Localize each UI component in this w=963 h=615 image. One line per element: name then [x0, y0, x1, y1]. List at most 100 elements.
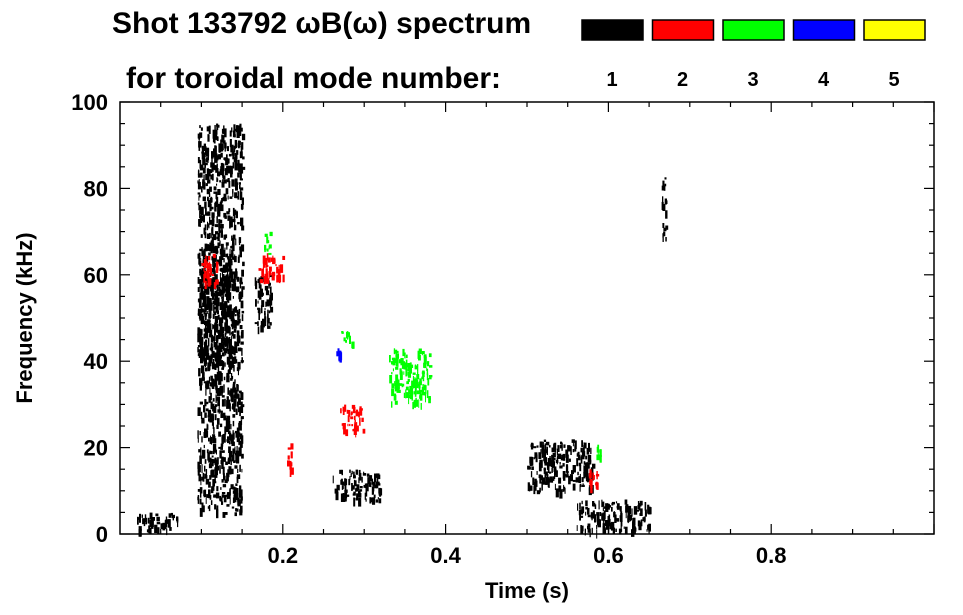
spectrum-pixel [612, 501, 615, 505]
spectrum-pixel [577, 454, 581, 461]
spectrum-pixel [342, 409, 345, 415]
spectrum-pixel [233, 487, 237, 496]
spectrum-pixel [204, 270, 207, 279]
spectrum-pixel [371, 486, 374, 495]
spectrum-pixel [625, 505, 629, 513]
spectrum-pixel [208, 252, 211, 256]
spectrum-pixel [231, 437, 234, 444]
spectrum-pixel [418, 348, 422, 355]
spectrum-pixel [589, 479, 592, 486]
spectrum-pixel [202, 286, 205, 289]
spectrum-pixel [224, 142, 227, 149]
spectrum-pixel [219, 240, 221, 246]
spectrum-pixel [421, 376, 424, 380]
spectrum-pixel [233, 124, 236, 131]
spectrum-pixel [197, 430, 199, 439]
spectrum-pixel [241, 453, 244, 459]
spectrum-pixel [587, 527, 591, 533]
spectrum-pixel [637, 501, 640, 504]
spectrum-pixel [215, 459, 219, 468]
spectrum-pixel [232, 414, 236, 418]
spectrum-pixel [577, 503, 579, 511]
spectrum-pixel [226, 372, 229, 377]
spectrum-pixel [235, 306, 238, 313]
spectrum-pixel [217, 409, 221, 413]
spectrum-pixel [201, 449, 206, 459]
spectrum-pixel [235, 211, 238, 219]
spectrum-pixel [336, 351, 339, 357]
spectrum-pixel [233, 282, 237, 292]
legend: 1 2 3 4 5 [581, 19, 926, 91]
spectrum-pixel [236, 132, 240, 138]
spectrum-pixel [395, 358, 399, 367]
mode-4-region-1 [336, 348, 343, 363]
spectrum-pixel [410, 364, 414, 368]
spectrum-pixel [232, 497, 235, 503]
spectrum-pixel [219, 205, 221, 210]
spectrum-pixel [237, 162, 240, 171]
spectrum-pixel [213, 307, 217, 310]
spectrum-pixel [213, 481, 217, 484]
spectrum-pixel [262, 267, 264, 277]
spectrum-pixel [215, 293, 219, 300]
spectrum-pixel [240, 331, 244, 339]
spectrum-pixel [223, 193, 227, 202]
spectrum-pixel [212, 422, 214, 429]
spectrum-pixel [209, 415, 212, 419]
spectrum-pixel [234, 465, 238, 469]
spectrum-pixel [261, 300, 265, 307]
spectrum-pixel [349, 335, 351, 344]
spectrum-pixel [154, 524, 158, 533]
spectrum-pixel [269, 274, 273, 278]
spectrum-pixel [226, 310, 229, 316]
spectrum-pixel [199, 308, 202, 316]
spectrum-pixel [206, 261, 208, 271]
spectrum-pixel [360, 493, 362, 498]
spectrum-pixel [356, 412, 360, 416]
spectrum-pixel [241, 166, 246, 170]
spectrum-pixel [359, 406, 362, 409]
spectrum-pixel [213, 259, 216, 267]
spectrum-pixel [217, 457, 219, 465]
spectrum-pixel [567, 445, 571, 452]
spectrum-pixel [214, 298, 218, 306]
spectrum-pixel [639, 500, 643, 506]
spectrum-pixel [239, 141, 241, 145]
spectrum-pixel [407, 378, 410, 382]
spectrum-pixel [240, 291, 242, 295]
spectrum-pixel [202, 353, 206, 360]
spectrum-pixel [270, 286, 272, 294]
spectrum-pixel [220, 277, 222, 284]
spectrum-pixel [213, 447, 215, 455]
spectrum-pixel [389, 355, 391, 363]
spectrum-pixel [237, 129, 241, 135]
spectrum-pixel [199, 431, 201, 436]
spectrum-pixel [232, 310, 235, 315]
spectrum-pixel [236, 309, 239, 316]
spectrum-pixel [359, 417, 361, 426]
mode-1-region-2 [197, 123, 246, 519]
spectrum-pixel [230, 484, 234, 490]
spectrum-pixel [358, 411, 360, 418]
spectrum-pixel [231, 395, 234, 403]
spectrum-pixel [343, 429, 346, 435]
spectrum-pixel [225, 333, 227, 337]
spectrum-pixel [559, 462, 561, 465]
spectrum-pixel [394, 394, 397, 400]
spectrum-pixel [227, 350, 230, 355]
spectrum-pixel [578, 462, 582, 467]
spectrum-pixel [141, 514, 143, 518]
spectrum-pixel [541, 477, 546, 485]
spectrum-pixel [342, 423, 346, 430]
spectrum-pixel [241, 404, 245, 408]
spectrum-pixel [221, 479, 224, 483]
spectrum-pixel [219, 385, 224, 394]
spectrum-pixel [215, 231, 218, 235]
spectrum-pixel [232, 162, 235, 169]
spectrum-pixel [563, 474, 566, 481]
spectrum-pixel [557, 445, 560, 452]
spectrum-pixel [413, 399, 416, 408]
spectrum-pixel [235, 483, 238, 486]
spectrum-pixel [424, 385, 427, 391]
